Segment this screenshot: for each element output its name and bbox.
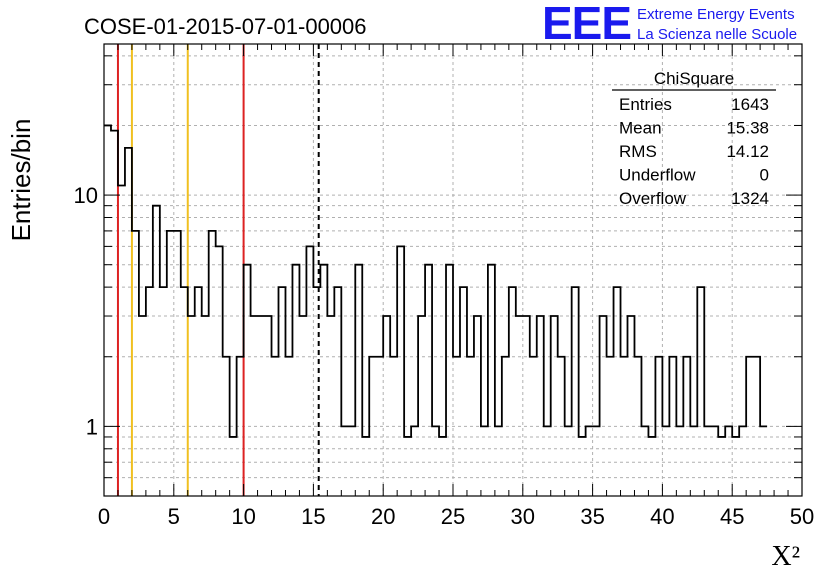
x-tick-label: 30	[511, 504, 535, 529]
histogram-bar	[697, 287, 704, 496]
histogram-bar	[251, 316, 258, 496]
histogram-bar	[509, 287, 516, 496]
chart-title: COSE-01-2015-07-01-00006	[84, 14, 367, 39]
eee-logo: EEE Extreme Energy Events La Scienza nel…	[542, 0, 797, 49]
stats-label: Mean	[619, 119, 662, 138]
histogram-bar	[418, 316, 425, 496]
histogram-bar	[167, 231, 174, 496]
histogram-bar	[362, 437, 369, 496]
histogram-bar	[125, 148, 132, 496]
x-tick-label: 45	[720, 504, 744, 529]
histogram-bar	[579, 437, 586, 496]
histogram-bar	[439, 437, 446, 496]
stats-label: Entries	[619, 95, 672, 114]
histogram-bar	[355, 265, 362, 496]
y-axis-title: Entries/bin	[6, 119, 36, 242]
histogram-bar	[139, 316, 146, 496]
histogram-bar	[732, 437, 739, 496]
histogram-bar	[153, 206, 160, 496]
x-tick-label: 40	[650, 504, 674, 529]
histogram-bar	[181, 287, 188, 496]
histogram-bar	[404, 437, 411, 496]
histogram-bar	[648, 437, 655, 496]
histogram-bar	[628, 316, 635, 496]
histogram-bar	[244, 265, 251, 496]
histogram-bars	[104, 124, 768, 496]
y-tick-label: 1	[86, 414, 98, 439]
y-tick-label: 10	[74, 183, 98, 208]
histogram-bar	[118, 186, 125, 496]
histogram-bar	[265, 316, 272, 496]
histogram-bar	[523, 316, 530, 496]
histogram-bar	[132, 231, 139, 496]
histogram-bar	[320, 265, 327, 496]
histogram-bar	[174, 231, 181, 496]
histogram-bar	[446, 265, 453, 496]
histogram-bar	[474, 316, 481, 496]
histogram-bar	[537, 316, 544, 496]
eee-logo-line1: Extreme Energy Events	[637, 6, 795, 23]
histogram-bar	[600, 316, 607, 496]
x-tick-label: 15	[301, 504, 325, 529]
stats-label: RMS	[619, 142, 657, 161]
histogram-bar	[460, 287, 467, 496]
histogram-bar	[718, 437, 725, 496]
x-tick-label: 20	[371, 504, 395, 529]
x-tick-label: 25	[441, 504, 465, 529]
histogram-bar	[209, 231, 216, 496]
histogram-bar	[334, 287, 341, 496]
histogram-bar	[516, 316, 523, 496]
x-tick-label: 50	[790, 504, 814, 529]
reference-lines	[116, 44, 320, 496]
histogram-bar	[216, 246, 223, 496]
histogram-bar	[383, 316, 390, 496]
x-tick-label: 0	[98, 504, 110, 529]
x-tick-label: 10	[231, 504, 255, 529]
histogram-bar	[614, 287, 621, 496]
histogram-bar	[160, 287, 167, 496]
histogram-bar	[202, 316, 209, 496]
histogram-outline	[104, 124, 768, 438]
histogram-bar	[111, 131, 118, 496]
stats-value: 1324	[731, 189, 769, 208]
histogram-bar	[292, 265, 299, 496]
histogram-bar	[572, 287, 579, 496]
stats-value: 1643	[731, 95, 769, 114]
histogram-bar	[488, 265, 495, 496]
axis-ticks	[103, 44, 803, 496]
histogram-bar	[425, 265, 432, 496]
histogram-bar	[551, 316, 558, 496]
histogram-bar	[299, 316, 306, 496]
stats-title: ChiSquare	[654, 69, 734, 88]
x-tick-labels: 0 5 10 15 20 25 30 35 40 45 50	[98, 504, 814, 529]
histogram-bar	[188, 316, 195, 496]
eee-logo-mark: EEE	[542, 0, 631, 49]
histogram-bar	[195, 287, 202, 496]
histogram-bar	[230, 437, 237, 496]
stats-box: ChiSquare Entries 1643 Mean 15.38 RMS 14.12 Un…	[612, 69, 776, 208]
stats-value: 15.38	[726, 119, 769, 138]
histogram-bar	[104, 125, 111, 496]
stats-value: 0	[760, 166, 769, 185]
stats-label: Overflow	[619, 189, 687, 208]
x-axis-title: X²	[771, 541, 800, 572]
y-tick-labels: 1 10	[74, 183, 98, 439]
histogram-bar	[327, 316, 334, 496]
histogram-bar	[397, 246, 404, 496]
x-tick-label: 5	[168, 504, 180, 529]
histogram-bar	[279, 287, 286, 496]
eee-logo-line2: La Scienza nelle Scuole	[637, 26, 797, 43]
histogram-bar	[306, 246, 313, 496]
histogram-bar	[146, 287, 153, 496]
histogram-bar	[258, 316, 265, 496]
stats-value: 14.12	[726, 142, 769, 161]
x-tick-label: 35	[580, 504, 604, 529]
stats-label: Underflow	[619, 166, 696, 185]
